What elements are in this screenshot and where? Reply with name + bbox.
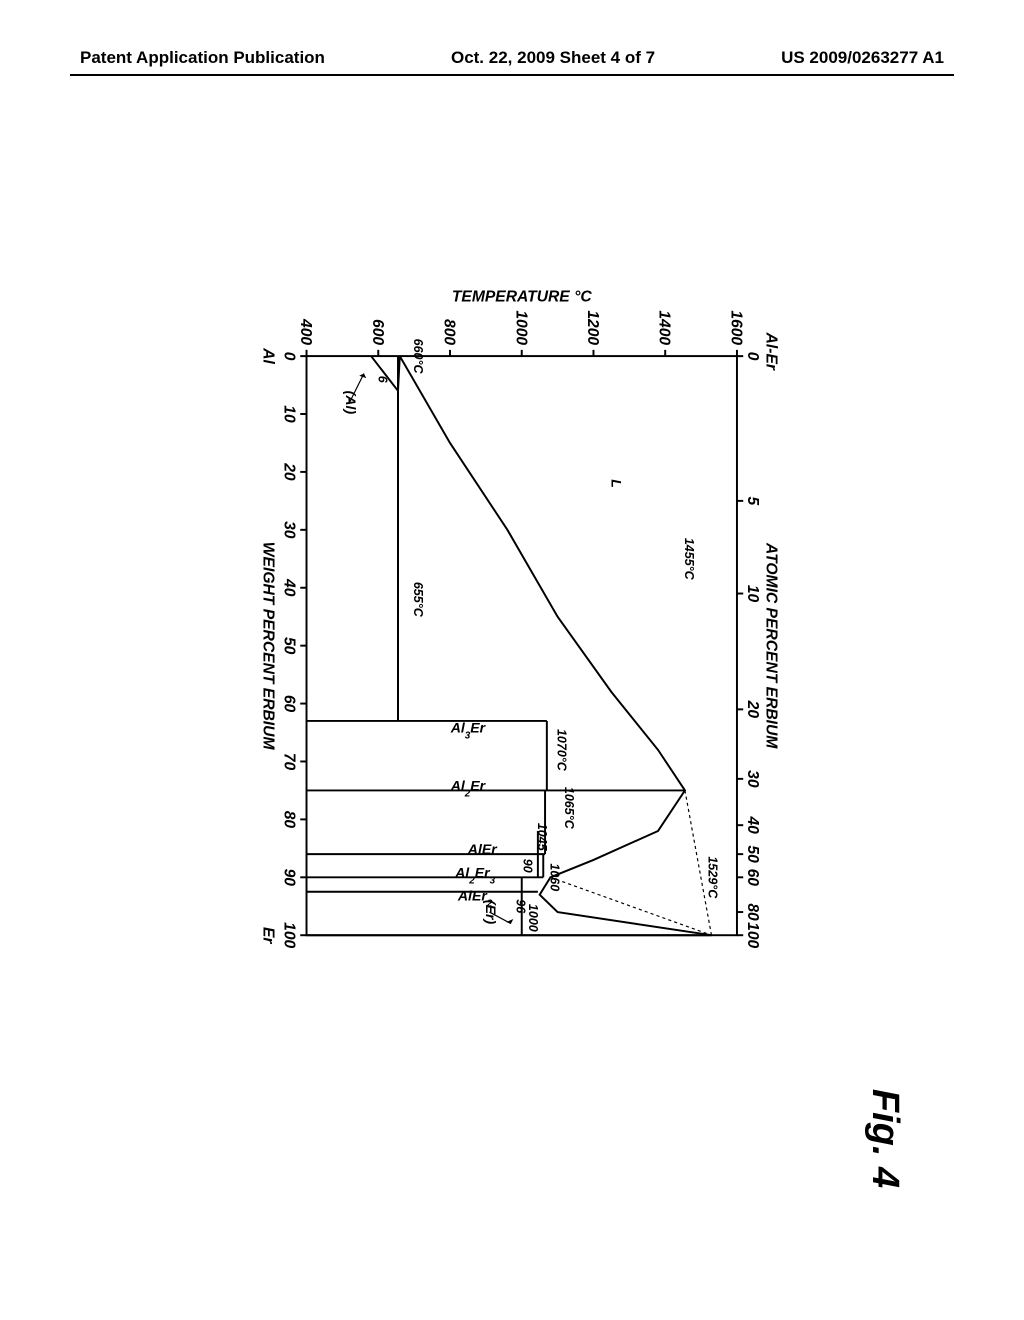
svg-text:1529°C: 1529°C xyxy=(705,856,719,899)
svg-text:Al: Al xyxy=(259,347,276,364)
svg-text:30: 30 xyxy=(281,521,298,539)
svg-text:0: 0 xyxy=(744,352,761,361)
svg-text:80: 80 xyxy=(281,811,298,829)
svg-text:50: 50 xyxy=(744,845,761,863)
svg-text:30: 30 xyxy=(744,770,761,788)
svg-text:660°C: 660°C xyxy=(411,339,425,375)
svg-text:TEMPERATURE °C: TEMPERATURE °C xyxy=(452,288,592,305)
svg-text:Al3Er: Al3Er xyxy=(450,720,487,742)
header-publication: Patent Application Publication xyxy=(80,48,325,68)
svg-text:1070°C: 1070°C xyxy=(555,729,569,772)
svg-text:96: 96 xyxy=(513,899,527,914)
svg-text:10: 10 xyxy=(281,405,298,423)
svg-text:80: 80 xyxy=(744,903,761,921)
chart-svg: 4006008001000120014001600TEMPERATURE °C0… xyxy=(50,270,970,990)
svg-text:600: 600 xyxy=(369,319,386,345)
svg-text:1400: 1400 xyxy=(656,310,673,345)
svg-text:800: 800 xyxy=(441,319,458,345)
svg-text:Er: Er xyxy=(259,927,276,944)
svg-text:40: 40 xyxy=(281,578,298,597)
svg-text:1455°C: 1455°C xyxy=(682,538,696,581)
svg-text:Al2Er: Al2Er xyxy=(450,777,487,798)
svg-text:1065°C: 1065°C xyxy=(562,787,576,830)
svg-text:40: 40 xyxy=(744,815,761,834)
svg-text:10: 10 xyxy=(744,585,761,603)
figure-number: Fig. 4 xyxy=(863,1089,906,1188)
header-patent-number: US 2009/0263277 A1 xyxy=(781,48,944,68)
svg-text:ATOMIC PERCENT ERBIUM: ATOMIC PERCENT ERBIUM xyxy=(763,542,780,749)
svg-text:400: 400 xyxy=(297,318,314,345)
svg-text:(Al): (Al) xyxy=(343,391,359,415)
svg-text:0: 0 xyxy=(281,352,298,361)
svg-text:60: 60 xyxy=(744,869,761,887)
svg-text:1600: 1600 xyxy=(727,310,744,345)
svg-text:655°C: 655°C xyxy=(411,582,425,618)
svg-text:5: 5 xyxy=(744,497,761,506)
page-header: Patent Application Publication Oct. 22, … xyxy=(0,48,1024,68)
svg-text:100: 100 xyxy=(281,922,298,948)
svg-text:Al-Er: Al-Er xyxy=(763,332,780,371)
svg-text:1045: 1045 xyxy=(535,823,549,852)
svg-text:1060: 1060 xyxy=(547,863,561,891)
svg-text:20: 20 xyxy=(744,700,761,719)
svg-text:1200: 1200 xyxy=(584,310,601,345)
svg-text:100: 100 xyxy=(744,922,761,948)
header-divider xyxy=(70,74,954,76)
header-date-sheet: Oct. 22, 2009 Sheet 4 of 7 xyxy=(451,48,655,68)
svg-text:60: 60 xyxy=(281,695,298,713)
svg-text:50: 50 xyxy=(281,637,298,655)
svg-text:1000: 1000 xyxy=(512,310,529,345)
phase-diagram-chart: 4006008001000120014001600TEMPERATURE °C0… xyxy=(50,270,970,990)
svg-text:6: 6 xyxy=(375,376,389,384)
svg-text:90: 90 xyxy=(521,859,535,873)
svg-text:20: 20 xyxy=(281,462,298,481)
svg-text:AlEr2: AlEr2 xyxy=(457,887,493,909)
svg-text:AlEr: AlEr xyxy=(467,841,498,857)
svg-text:Al2Er3: Al2Er3 xyxy=(454,864,495,885)
svg-text:70: 70 xyxy=(281,753,298,771)
svg-text:L: L xyxy=(608,479,624,488)
svg-text:WEIGHT PERCENT ERBIUM: WEIGHT PERCENT ERBIUM xyxy=(259,542,276,751)
svg-text:90: 90 xyxy=(281,869,298,887)
